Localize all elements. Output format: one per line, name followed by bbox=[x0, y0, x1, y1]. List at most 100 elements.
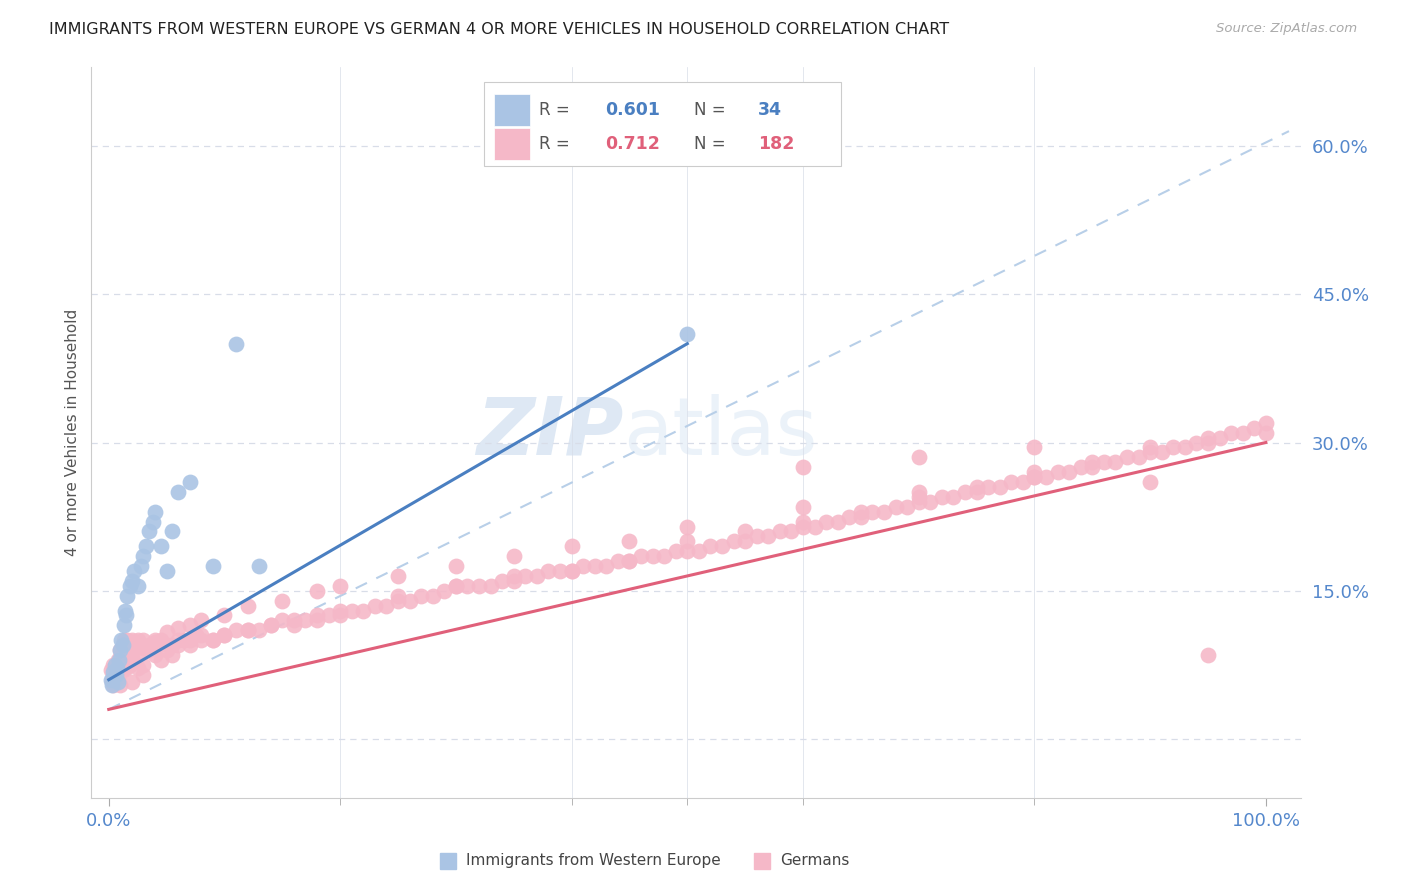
Point bbox=[699, 539, 721, 553]
Point bbox=[247, 559, 270, 574]
Point bbox=[1139, 445, 1161, 459]
Point bbox=[112, 618, 135, 632]
Point bbox=[127, 633, 149, 648]
Point bbox=[143, 635, 166, 649]
Point bbox=[162, 638, 184, 652]
Point bbox=[1243, 420, 1265, 434]
Point bbox=[340, 603, 363, 617]
Point bbox=[561, 564, 583, 578]
Point bbox=[127, 661, 149, 675]
Point bbox=[838, 509, 860, 524]
Point bbox=[127, 645, 149, 659]
Point bbox=[502, 549, 524, 564]
Point bbox=[214, 608, 236, 623]
Point bbox=[110, 661, 132, 675]
Point bbox=[723, 534, 745, 549]
Point bbox=[162, 648, 184, 662]
Point bbox=[190, 633, 212, 648]
Point bbox=[1000, 475, 1022, 489]
Point bbox=[107, 674, 129, 689]
Point bbox=[107, 667, 129, 681]
Point bbox=[907, 490, 929, 504]
Point bbox=[329, 608, 352, 623]
Point bbox=[214, 628, 236, 642]
Point bbox=[132, 633, 155, 648]
Point bbox=[104, 667, 127, 681]
Point bbox=[803, 519, 825, 533]
Text: Germans: Germans bbox=[780, 853, 851, 868]
Point bbox=[780, 524, 803, 539]
Point bbox=[138, 638, 160, 652]
Point bbox=[1116, 450, 1139, 465]
Point bbox=[201, 559, 224, 574]
Point bbox=[676, 326, 699, 341]
Point bbox=[117, 589, 139, 603]
Point bbox=[155, 643, 177, 657]
Point bbox=[179, 618, 201, 632]
Point bbox=[115, 608, 138, 623]
Point bbox=[117, 633, 139, 648]
Point bbox=[561, 564, 583, 578]
Point bbox=[896, 500, 918, 514]
Text: R =: R = bbox=[538, 101, 575, 119]
Point bbox=[179, 475, 201, 489]
Point bbox=[121, 651, 143, 665]
Point bbox=[122, 638, 145, 652]
Point bbox=[329, 603, 352, 617]
Point bbox=[283, 614, 305, 628]
Point bbox=[162, 524, 184, 539]
Point bbox=[676, 544, 699, 558]
Point bbox=[127, 579, 149, 593]
Text: 182: 182 bbox=[758, 135, 794, 153]
Point bbox=[1104, 455, 1126, 469]
Point bbox=[129, 638, 152, 652]
Point bbox=[387, 569, 409, 583]
Point bbox=[1174, 441, 1197, 455]
Point bbox=[711, 539, 734, 553]
Point bbox=[305, 614, 328, 628]
Point bbox=[121, 633, 143, 648]
Point bbox=[236, 624, 259, 638]
Point bbox=[1232, 425, 1254, 440]
Point bbox=[112, 633, 135, 648]
Text: ZIP: ZIP bbox=[477, 393, 623, 472]
Point bbox=[1070, 460, 1092, 475]
Point bbox=[184, 628, 207, 642]
Point bbox=[364, 599, 387, 613]
Point bbox=[271, 593, 294, 607]
Point bbox=[225, 336, 247, 351]
Point bbox=[132, 667, 155, 681]
Text: Immigrants from Western Europe: Immigrants from Western Europe bbox=[467, 853, 721, 868]
Point bbox=[132, 549, 155, 564]
Point bbox=[1081, 460, 1104, 475]
Point bbox=[873, 505, 896, 519]
Point bbox=[815, 515, 838, 529]
Point bbox=[1046, 465, 1069, 479]
Point bbox=[769, 524, 792, 539]
Point bbox=[132, 657, 155, 672]
Point bbox=[515, 569, 537, 583]
Point bbox=[1035, 470, 1057, 484]
Point bbox=[849, 509, 872, 524]
Point bbox=[953, 484, 976, 499]
Point bbox=[433, 583, 456, 598]
Point bbox=[190, 628, 212, 642]
Point bbox=[305, 583, 328, 598]
Point bbox=[583, 559, 606, 574]
Point bbox=[179, 638, 201, 652]
Point bbox=[1092, 455, 1115, 469]
Point bbox=[122, 564, 145, 578]
Point bbox=[606, 554, 628, 568]
Point bbox=[103, 665, 125, 679]
Point bbox=[411, 589, 433, 603]
Point bbox=[110, 665, 132, 679]
Point bbox=[236, 624, 259, 638]
Text: 34: 34 bbox=[758, 101, 782, 119]
Point bbox=[101, 674, 124, 689]
Point bbox=[111, 663, 134, 677]
Point bbox=[201, 633, 224, 648]
Point bbox=[665, 544, 688, 558]
Point bbox=[966, 484, 988, 499]
Point bbox=[422, 589, 444, 603]
Point bbox=[143, 633, 166, 648]
